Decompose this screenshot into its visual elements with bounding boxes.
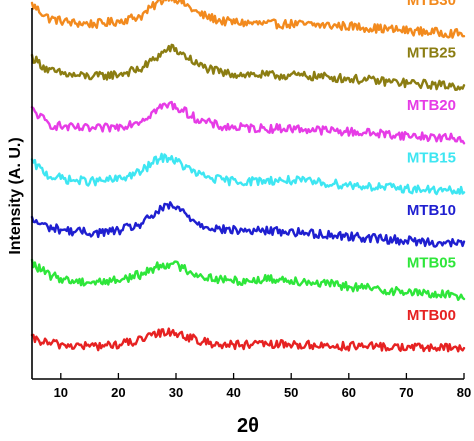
series-labels: MTB30 MTB25 MTB20 MTB15 MTB10 MTB05 MTB00 (407, 0, 456, 324)
series-label-mtb00: MTB00 (407, 307, 456, 324)
series-group (30, 0, 466, 353)
x-axis-ticks: 10 20 30 40 50 60 70 80 (54, 373, 471, 400)
x-tick-label-30: 30 (169, 385, 183, 400)
series-label-mtb10: MTB10 (407, 202, 456, 219)
series-line-mtb25 (30, 43, 466, 91)
x-tick-label-60: 60 (342, 385, 356, 400)
series-line-mtb20 (30, 100, 466, 145)
series-line-mtb00 (30, 327, 466, 353)
x-tick-label-80: 80 (457, 385, 471, 400)
x-axis-title: 2θ (237, 415, 259, 437)
series-label-mtb30: MTB30 (407, 0, 456, 9)
y-axis-title: Intensity (A. U.) (7, 137, 24, 254)
series-label-mtb05: MTB05 (407, 254, 456, 271)
series-label-mtb15: MTB15 (407, 149, 456, 166)
series-line-mtb30 (30, 0, 466, 39)
x-tick-label-10: 10 (54, 385, 68, 400)
series-line-mtb05 (30, 258, 466, 301)
x-tick-label-70: 70 (399, 385, 413, 400)
x-tick-label-20: 20 (111, 385, 125, 400)
x-tick-label-50: 50 (284, 385, 298, 400)
series-label-mtb20: MTB20 (407, 97, 456, 114)
series-label-mtb25: MTB25 (407, 44, 456, 61)
series-line-mtb10 (30, 201, 466, 248)
x-tick-label-40: 40 (226, 385, 240, 400)
series-line-mtb15 (30, 152, 466, 196)
